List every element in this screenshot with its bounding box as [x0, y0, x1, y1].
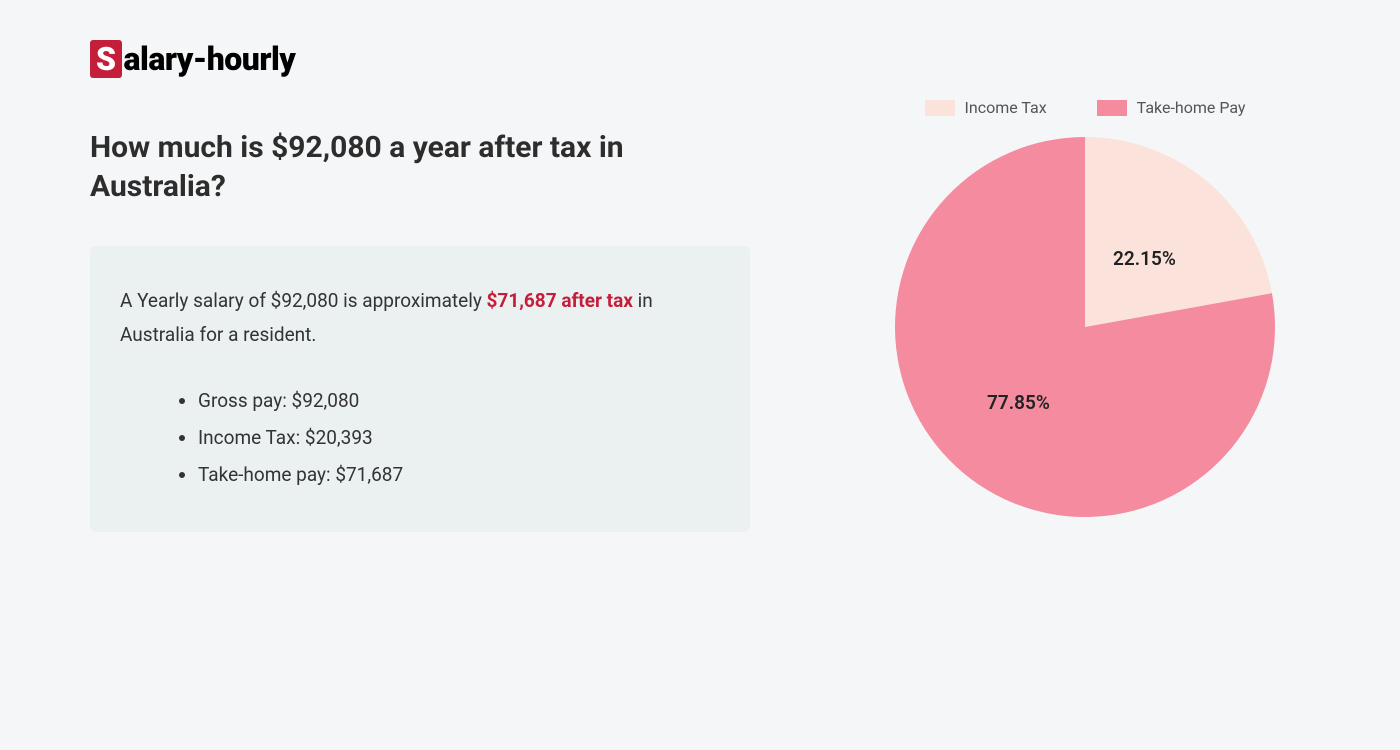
list-item: Gross pay: $92,080	[198, 382, 720, 419]
main-content: How much is $92,080 a year after tax in …	[90, 128, 1310, 532]
logo-text: alary-hourly	[124, 40, 296, 78]
chart-column: Income Tax Take-home Pay 22.15% 77.85%	[870, 98, 1300, 532]
legend-label: Income Tax	[965, 98, 1047, 117]
list-item: Income Tax: $20,393	[198, 419, 720, 456]
list-item: Take-home pay: $71,687	[198, 456, 720, 493]
details-list: Gross pay: $92,080 Income Tax: $20,393 T…	[120, 382, 720, 493]
logo-s-icon: S	[90, 40, 122, 78]
site-logo: Salary-hourly	[90, 40, 1310, 78]
summary-text: A Yearly salary of $92,080 is approximat…	[120, 284, 720, 352]
legend-swatch-icon	[1097, 100, 1127, 116]
pie-svg	[895, 137, 1275, 517]
pie-slice-label: 77.85%	[987, 391, 1050, 414]
chart-legend: Income Tax Take-home Pay	[925, 98, 1246, 117]
pie-slice-label: 22.15%	[1113, 247, 1176, 270]
summary-box: A Yearly salary of $92,080 is approximat…	[90, 246, 750, 532]
summary-highlight: $71,687 after tax	[487, 289, 633, 312]
page-title: How much is $92,080 a year after tax in …	[90, 128, 750, 206]
legend-item-income-tax: Income Tax	[925, 98, 1047, 117]
legend-swatch-icon	[925, 100, 955, 116]
left-column: How much is $92,080 a year after tax in …	[90, 128, 750, 532]
summary-pre: A Yearly salary of $92,080 is approximat…	[120, 289, 487, 312]
legend-item-take-home: Take-home Pay	[1097, 98, 1246, 117]
legend-label: Take-home Pay	[1137, 98, 1246, 117]
pie-chart: 22.15% 77.85%	[895, 137, 1275, 517]
